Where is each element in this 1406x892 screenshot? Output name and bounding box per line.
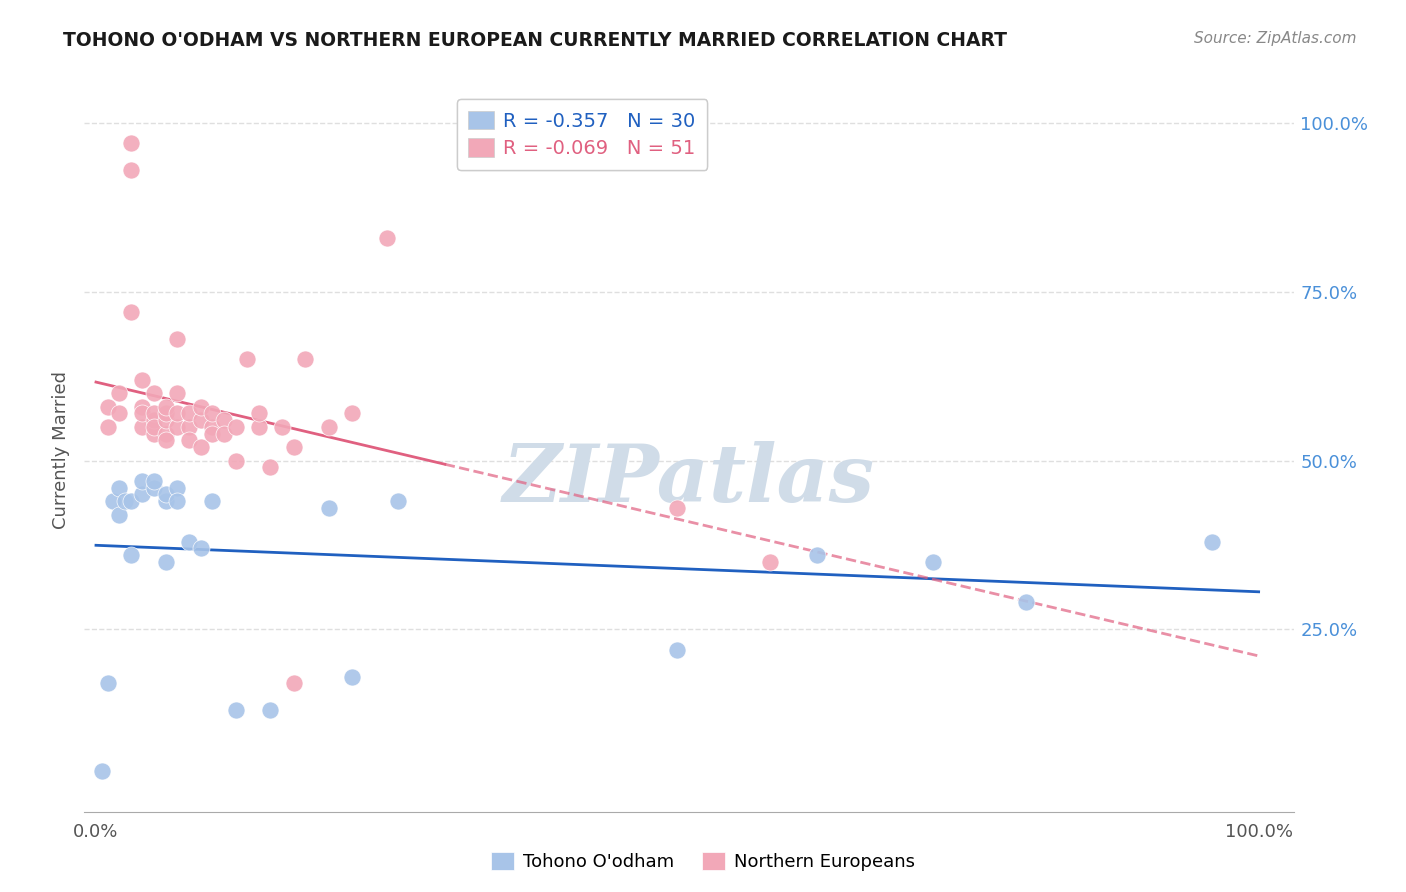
Point xyxy=(375,231,398,245)
Point xyxy=(283,676,305,690)
Point xyxy=(225,703,247,717)
Point xyxy=(120,163,142,178)
Point xyxy=(201,420,224,434)
Point xyxy=(120,548,142,562)
Point xyxy=(177,534,200,549)
Point xyxy=(143,481,166,495)
Point xyxy=(190,440,212,454)
Point xyxy=(666,642,689,657)
Point xyxy=(143,413,166,427)
Point xyxy=(108,406,131,420)
Point xyxy=(155,487,177,501)
Point xyxy=(259,703,281,717)
Point xyxy=(108,481,131,495)
Point xyxy=(806,548,828,562)
Legend: R = -0.357   N = 30, R = -0.069   N = 51: R = -0.357 N = 30, R = -0.069 N = 51 xyxy=(457,99,707,169)
Point xyxy=(318,420,340,434)
Point xyxy=(143,426,166,441)
Point xyxy=(190,541,212,556)
Point xyxy=(166,494,188,508)
Point xyxy=(666,500,689,515)
Point xyxy=(922,555,945,569)
Point xyxy=(247,406,270,420)
Text: ZIPatlas: ZIPatlas xyxy=(503,441,875,518)
Text: Source: ZipAtlas.com: Source: ZipAtlas.com xyxy=(1194,31,1357,46)
Point xyxy=(387,494,409,508)
Point xyxy=(201,406,224,420)
Point xyxy=(201,494,224,508)
Point xyxy=(97,400,120,414)
Point xyxy=(90,764,112,779)
Point xyxy=(131,400,153,414)
Point xyxy=(108,508,131,522)
Point xyxy=(1015,595,1038,609)
Point xyxy=(759,555,782,569)
Point xyxy=(131,373,153,387)
Point xyxy=(131,420,153,434)
Point xyxy=(225,453,247,467)
Point xyxy=(236,352,259,367)
Point xyxy=(143,406,166,420)
Point xyxy=(155,555,177,569)
Point xyxy=(120,494,142,508)
Y-axis label: Currently Married: Currently Married xyxy=(52,371,70,530)
Point xyxy=(97,676,120,690)
Point xyxy=(177,406,200,420)
Point xyxy=(155,494,177,508)
Point xyxy=(340,406,363,420)
Point xyxy=(340,670,363,684)
Point xyxy=(166,420,188,434)
Point xyxy=(120,136,142,151)
Point xyxy=(155,400,177,414)
Point xyxy=(190,400,212,414)
Point xyxy=(155,426,177,441)
Point xyxy=(131,474,153,488)
Text: TOHONO O'ODHAM VS NORTHERN EUROPEAN CURRENTLY MARRIED CORRELATION CHART: TOHONO O'ODHAM VS NORTHERN EUROPEAN CURR… xyxy=(63,31,1007,50)
Point xyxy=(131,487,153,501)
Point xyxy=(225,420,247,434)
Point xyxy=(103,494,125,508)
Point xyxy=(190,413,212,427)
Point xyxy=(166,481,188,495)
Point xyxy=(131,406,153,420)
Point xyxy=(166,406,188,420)
Point xyxy=(247,420,270,434)
Point xyxy=(177,420,200,434)
Point xyxy=(283,440,305,454)
Point xyxy=(318,500,340,515)
Point xyxy=(143,420,166,434)
Point xyxy=(166,386,188,401)
Point xyxy=(1201,534,1223,549)
Point xyxy=(259,460,281,475)
Point xyxy=(155,413,177,427)
Point xyxy=(212,426,235,441)
Point xyxy=(114,494,136,508)
Point xyxy=(155,434,177,448)
Point xyxy=(177,434,200,448)
Point xyxy=(143,474,166,488)
Point xyxy=(212,413,235,427)
Point xyxy=(166,332,188,346)
Point xyxy=(271,420,294,434)
Point xyxy=(108,386,131,401)
Point xyxy=(143,386,166,401)
Point xyxy=(294,352,316,367)
Legend: Tohono O'odham, Northern Europeans: Tohono O'odham, Northern Europeans xyxy=(484,846,922,879)
Point xyxy=(155,406,177,420)
Point xyxy=(120,305,142,319)
Point xyxy=(201,426,224,441)
Point xyxy=(97,420,120,434)
